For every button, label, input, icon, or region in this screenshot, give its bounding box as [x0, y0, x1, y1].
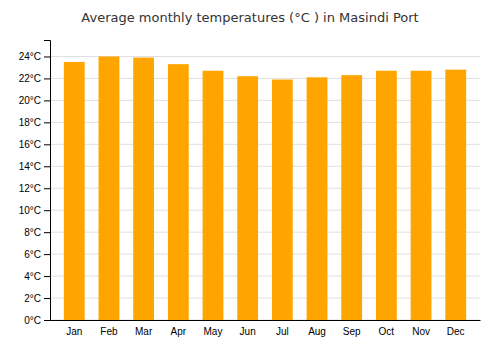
- bar: [133, 58, 154, 320]
- y-tick-mark: [44, 188, 50, 189]
- y-tick: 14°C: [19, 161, 50, 172]
- y-tick: 6°C: [24, 249, 50, 260]
- bar: [64, 62, 85, 320]
- x-tick-label: Sep: [343, 326, 361, 337]
- x-tick-label: Oct: [379, 326, 395, 337]
- y-tick-mark: [44, 78, 50, 79]
- x-tick: Nov: [412, 320, 430, 337]
- x-axis-line: [51, 320, 481, 321]
- grid: [50, 56, 480, 320]
- y-tick-mark: [44, 298, 50, 299]
- y-tick-mark: [44, 166, 50, 167]
- y-tick-mark: [44, 320, 50, 321]
- y-tick-label: 14°C: [19, 161, 41, 172]
- bar: [203, 71, 224, 320]
- x-tick-label: Dec: [447, 326, 465, 337]
- y-tick-label: 10°C: [19, 205, 41, 216]
- title: Average monthly temperatures (°C ) in Ma…: [81, 10, 418, 25]
- y-tick-label: 6°C: [24, 249, 41, 260]
- bar: [445, 70, 466, 320]
- y-tick-label: 0°C: [24, 315, 41, 326]
- y-tick-label: 4°C: [24, 271, 41, 282]
- y-tick: 10°C: [19, 205, 50, 216]
- x-tick-label: Jun: [240, 326, 256, 337]
- x-tick-label: Feb: [100, 326, 118, 337]
- y-tick-label: 22°C: [19, 73, 41, 84]
- y-tick-mark: [44, 232, 50, 233]
- x-tick-label: Nov: [412, 326, 430, 337]
- x-axis: Jan Feb Mar Apr May Jun Jul Aug Sep Oct Nov Dec: [51, 320, 481, 337]
- y-axis-line: [44, 41, 51, 321]
- y-tick: 20°C: [19, 95, 50, 106]
- bar: [341, 75, 362, 320]
- x-tick: Sep: [343, 320, 361, 337]
- x-tick: Dec: [447, 320, 465, 337]
- x-tick: Apr: [171, 320, 187, 337]
- y-tick-label: 16°C: [19, 139, 41, 150]
- y-tick: 22°C: [19, 73, 50, 84]
- y-tick-mark: [44, 100, 50, 101]
- y-tick-label: 12°C: [19, 183, 41, 194]
- plot: Jan Feb Mar Apr May Jun Jul Aug Sep Oct Nov Dec 0°C 2…: [19, 41, 481, 338]
- y-tick: 12°C: [19, 183, 50, 194]
- x-tick-label: Jan: [66, 326, 82, 337]
- y-tick-label: 2°C: [24, 293, 41, 304]
- x-tick-label: May: [204, 326, 223, 337]
- x-tick: May: [204, 320, 223, 337]
- y-tick-mark: [44, 122, 50, 123]
- y-tick: 2°C: [24, 293, 50, 304]
- x-tick-label: Aug: [308, 326, 326, 337]
- chart: Average monthly temperatures (°C ) in Ma…: [0, 0, 500, 350]
- x-tick: Jun: [240, 320, 256, 337]
- y-tick-label: 20°C: [19, 95, 41, 106]
- x-tick: Jan: [66, 320, 82, 337]
- bar: [411, 71, 432, 320]
- x-tick: Feb: [100, 320, 118, 337]
- x-tick-label: Apr: [171, 326, 187, 337]
- x-tick-label: Mar: [135, 326, 153, 337]
- bar: [272, 80, 293, 320]
- x-tick: Oct: [379, 320, 395, 337]
- bar: [99, 56, 120, 320]
- bars: [64, 56, 466, 320]
- x-tick: Jul: [276, 320, 289, 337]
- bar: [307, 77, 328, 320]
- y-tick: 0°C: [24, 315, 50, 326]
- y-tick-mark: [44, 210, 50, 211]
- y-tick-label: 18°C: [19, 117, 41, 128]
- y-axis: 0°C 2°C 4°C 6°C 8°C 10°C 12°C 14°C 16°C 18°C 20°C 2…: [19, 41, 51, 326]
- x-tick: Mar: [135, 320, 153, 337]
- x-tick: Aug: [308, 320, 326, 337]
- bar: [376, 71, 397, 320]
- y-tick: 16°C: [19, 139, 50, 150]
- y-tick-mark: [44, 56, 50, 57]
- y-tick: 24°C: [19, 51, 50, 62]
- x-tick-label: Jul: [276, 326, 289, 337]
- y-tick-label: 24°C: [19, 51, 41, 62]
- y-tick-mark: [44, 276, 50, 277]
- y-tick-mark: [44, 254, 50, 255]
- y-tick-label: 8°C: [24, 227, 41, 238]
- bar: [237, 76, 258, 320]
- y-tick: 4°C: [24, 271, 50, 282]
- y-tick-mark: [44, 144, 50, 145]
- y-tick: 18°C: [19, 117, 50, 128]
- y-tick: 8°C: [24, 227, 50, 238]
- bar: [168, 64, 189, 320]
